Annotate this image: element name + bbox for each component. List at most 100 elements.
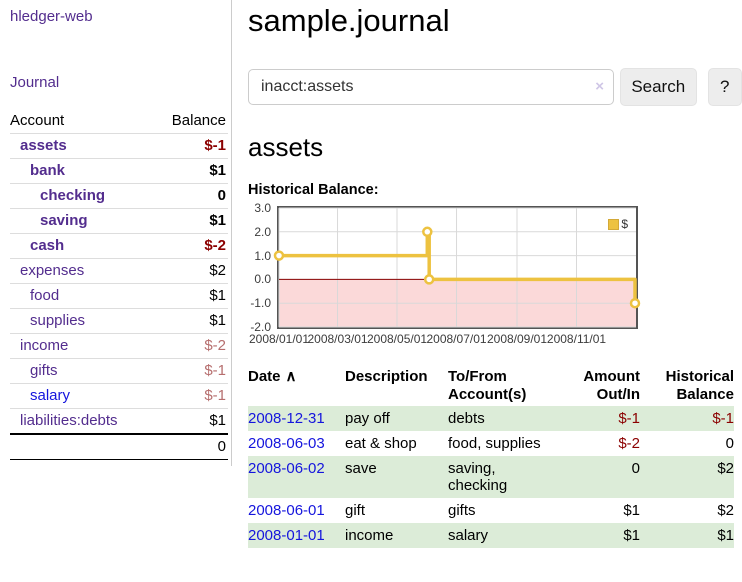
- account-name-cell: liabilities:debts: [10, 408, 155, 434]
- accounts-table: Account Balance assets $-1 bank $1 checking 0…: [10, 109, 228, 460]
- accounts-header-line2: Account(s): [448, 386, 527, 403]
- account-name-cell: assets: [10, 133, 155, 159]
- register-header-row: Date ∧ Description To/From Account(s) Amo…: [248, 366, 734, 406]
- help-button[interactable]: ?: [707, 68, 742, 106]
- account-link-cash[interactable]: cash: [30, 237, 65, 254]
- account-link-bank[interactable]: bank: [30, 162, 66, 179]
- register-header-balance: Historical Balance: [640, 366, 734, 406]
- legend-label: $: [621, 217, 628, 231]
- account-row: food $1: [10, 283, 228, 309]
- register-table: Date ∧ Description To/From Account(s) Amo…: [248, 366, 734, 548]
- accounts-header-line1: To/From: [448, 368, 507, 385]
- transaction-date-link[interactable]: 2008-01-01: [248, 527, 325, 544]
- transaction-date-cell: 2008-06-01: [248, 498, 345, 523]
- account-balance: $-1: [154, 133, 228, 159]
- transaction-date-cell: 2008-01-01: [248, 523, 345, 548]
- account-balance: 0: [154, 183, 228, 209]
- transaction-date-link[interactable]: 2008-12-31: [248, 410, 325, 427]
- account-link-checking[interactable]: checking: [40, 187, 106, 204]
- transaction-balance: $-1: [640, 406, 734, 431]
- transaction-date-cell: 2008-06-03: [248, 431, 345, 456]
- account-name-cell: expenses: [10, 258, 155, 284]
- account-link-liabilities-debts[interactable]: liabilities:debts: [20, 412, 118, 429]
- clear-search-icon[interactable]: ×: [595, 78, 604, 95]
- account-row: expenses $2: [10, 258, 228, 284]
- transaction-amount: $-2: [618, 435, 640, 452]
- transaction-accounts: saving, checking: [448, 456, 560, 498]
- accounts-header-balance: Balance: [171, 112, 226, 129]
- account-row: salary $-1: [10, 383, 228, 409]
- transaction-description: income: [345, 523, 448, 548]
- account-name-cell: salary: [10, 383, 155, 409]
- transaction-date-link[interactable]: 2008-06-03: [248, 435, 325, 452]
- transaction-accounts: gifts: [448, 502, 476, 519]
- account-name-cell: cash: [10, 233, 155, 259]
- transaction-description: eat & shop: [345, 435, 417, 452]
- account-balance: $1: [154, 158, 228, 184]
- account-link-supplies[interactable]: supplies: [30, 312, 86, 329]
- y-tick-label: 3.0: [254, 201, 271, 215]
- account-balance: $-2: [154, 333, 228, 359]
- transaction-row: 2008-06-01 gift gifts $1 $2: [248, 498, 734, 523]
- search-input-wrap: ×: [248, 69, 614, 105]
- chart-legend: $: [608, 217, 628, 231]
- amount-header-line2: Out/In: [596, 386, 640, 403]
- transaction-amount: $-1: [560, 406, 640, 431]
- transaction-row: 2008-01-01 income salary $1 $1: [248, 523, 734, 548]
- account-link-assets[interactable]: assets: [20, 137, 67, 154]
- account-balance: $-1: [154, 383, 228, 409]
- accounts-header-account: Account: [10, 112, 65, 129]
- transaction-description: pay off: [345, 406, 448, 431]
- register-header-amount: Amount Out/In: [560, 366, 640, 406]
- x-tick-label: 2008/05/01: [366, 332, 428, 346]
- amount-header-line1: Amount: [583, 368, 640, 385]
- search-input[interactable]: [248, 69, 614, 105]
- search-button[interactable]: Search: [620, 68, 697, 106]
- x-tick-label: 2008/11/01: [546, 332, 607, 346]
- account-link-income[interactable]: income: [20, 337, 69, 354]
- account-balance: $1: [154, 308, 228, 334]
- transaction-date-link[interactable]: 2008-06-01: [248, 502, 325, 519]
- sidebar-nav: Journal: [10, 74, 231, 92]
- accounts-total-row: 0: [10, 433, 228, 460]
- accounts-total-spacer: [10, 433, 155, 460]
- transaction-date-cell: 2008-06-02: [248, 456, 345, 498]
- account-link-food[interactable]: food: [30, 287, 60, 304]
- account-link-saving[interactable]: saving: [40, 212, 88, 229]
- transaction-amount: $1: [623, 502, 640, 519]
- main-content: sample.journal × Search ? assets Histori…: [232, 0, 742, 548]
- account-link-salary[interactable]: salary: [30, 387, 71, 404]
- x-tick-label: 2008/09/01: [486, 332, 548, 346]
- balance-header-line2: Balance: [676, 386, 734, 403]
- account-row: income $-2: [10, 333, 228, 359]
- transaction-date-cell: 2008-12-31: [248, 406, 345, 431]
- app-title-link[interactable]: hledger-web: [10, 8, 93, 25]
- sidebar-item-journal[interactable]: Journal: [10, 74, 60, 91]
- account-row: checking 0: [10, 183, 228, 209]
- account-balance: $2: [154, 258, 228, 284]
- chart-title: Historical Balance:: [248, 182, 379, 198]
- account-link-gifts[interactable]: gifts: [30, 362, 58, 379]
- account-link-expenses[interactable]: expenses: [20, 262, 85, 279]
- y-tick-label: 2.0: [254, 224, 271, 239]
- account-name-cell: saving: [10, 208, 155, 234]
- account-name-cell: food: [10, 283, 155, 309]
- y-tick-label: 0.0: [254, 272, 271, 287]
- x-tick-label: 2008/01/01: [248, 332, 310, 346]
- transaction-date-link[interactable]: 2008-06-02: [248, 460, 325, 477]
- account-row: saving $1: [10, 208, 228, 234]
- transaction-accounts: debts: [448, 406, 560, 431]
- transaction-accounts: food, supplies: [448, 435, 541, 452]
- date-header-label: Date: [248, 368, 281, 385]
- transaction-amount: $1: [560, 523, 640, 548]
- search-form: × Search ?: [248, 68, 742, 106]
- transaction-balance: $2: [640, 456, 734, 498]
- y-tick-label: -2.0: [250, 320, 271, 334]
- sort-by-date-link[interactable]: Date ∧: [248, 368, 297, 385]
- account-name-cell: checking: [10, 183, 155, 209]
- account-balance: $-2: [154, 233, 228, 259]
- transaction-balance: 0: [725, 435, 734, 452]
- account-row: bank $1: [10, 158, 228, 184]
- accounts-total-balance: 0: [154, 433, 228, 460]
- account-balance: $1: [154, 283, 228, 309]
